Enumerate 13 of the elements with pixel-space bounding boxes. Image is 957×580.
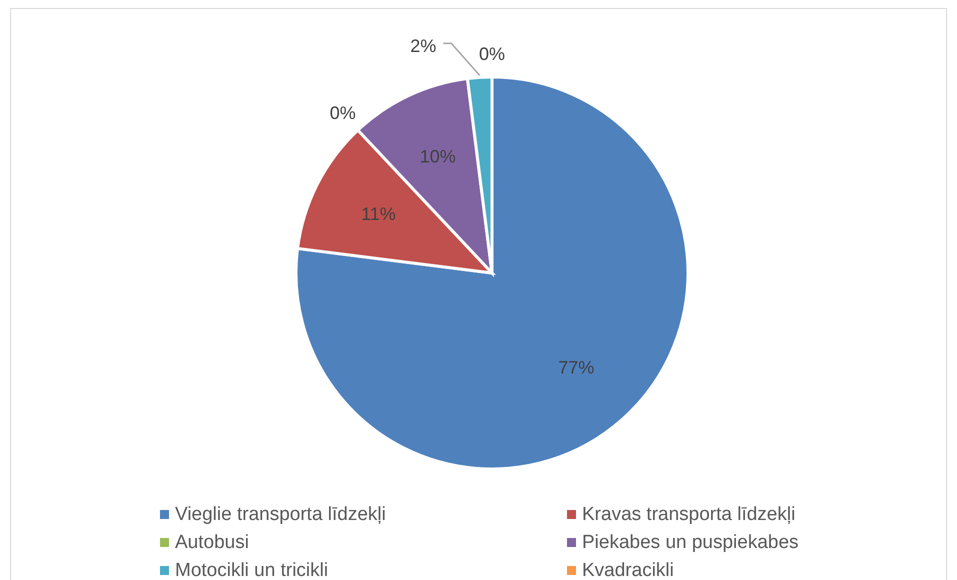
text: 0% [478, 44, 506, 64]
text: 0% [330, 102, 356, 123]
legend-label: Kravas transporta līdzekļi [582, 504, 796, 526]
data-label: 10% [420, 146, 456, 166]
legend-label: Autobusi [175, 532, 249, 554]
legend-label: Vieglie transporta līdzekļi [175, 504, 386, 526]
legend-label: Motocikli un tricikli [175, 560, 328, 580]
data-label: 2% [410, 36, 436, 56]
legend-label: Kvadracikli [582, 560, 674, 580]
pie-slice [294, 76, 690, 470]
legend-label: Piekabes un puspiekabes [582, 532, 799, 554]
data-label: 11% [361, 204, 396, 224]
data-label: 77% [558, 357, 594, 378]
